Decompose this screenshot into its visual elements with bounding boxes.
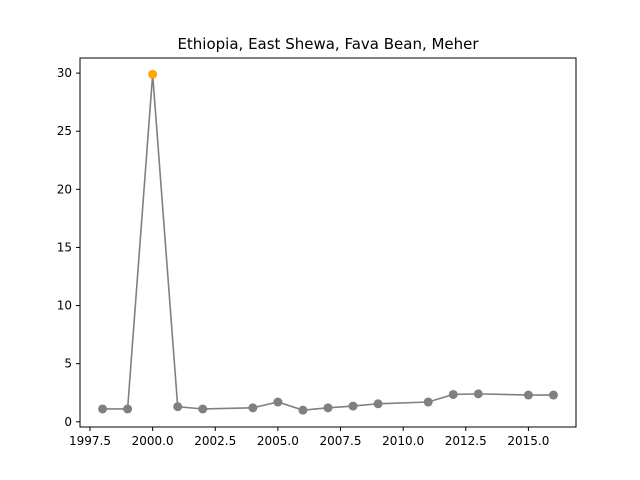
data-point — [173, 402, 183, 412]
data-point — [298, 405, 308, 415]
y-tick-label: 5 — [64, 357, 72, 371]
series-layer — [98, 69, 558, 415]
x-tick-label: 2015.0 — [507, 434, 549, 448]
data-point — [198, 404, 208, 414]
x-tick-label: 2002.5 — [194, 434, 236, 448]
data-point — [473, 389, 483, 399]
data-point — [423, 397, 433, 407]
data-point — [523, 390, 533, 400]
data-point — [448, 389, 458, 399]
data-point — [123, 404, 133, 414]
data-point — [323, 403, 333, 413]
data-point — [348, 401, 358, 411]
data-point — [548, 390, 558, 400]
y-tick-label: 15 — [57, 240, 72, 254]
x-tick-label: 2005.0 — [257, 434, 299, 448]
y-axis: 0 5 10 15 20 25 30 — [57, 66, 80, 429]
chart-title: Ethiopia, East Shewa, Fava Bean, Meher — [177, 35, 479, 53]
x-axis: 1997.5 2000.0 2002.5 2005.0 2007.5 2010.0 2012… — [69, 427, 549, 448]
data-point — [248, 403, 258, 413]
data-point — [98, 404, 108, 414]
y-tick-label: 20 — [57, 182, 72, 196]
x-tick-label: 1997.5 — [69, 434, 111, 448]
data-point — [373, 399, 383, 409]
series-line — [102, 74, 554, 411]
y-tick-label: 30 — [57, 66, 72, 80]
y-tick-label: 10 — [57, 299, 72, 313]
x-tick-label: 2000.0 — [132, 434, 174, 448]
x-tick-label: 2007.5 — [320, 434, 362, 448]
y-tick-label: 25 — [57, 124, 72, 138]
data-point — [273, 397, 283, 407]
x-tick-label: 2012.5 — [445, 434, 487, 448]
highlighted-data-point — [148, 69, 158, 79]
y-tick-label: 0 — [64, 415, 72, 429]
x-tick-label: 2010.0 — [382, 434, 424, 448]
plot-area-frame — [79, 57, 577, 428]
